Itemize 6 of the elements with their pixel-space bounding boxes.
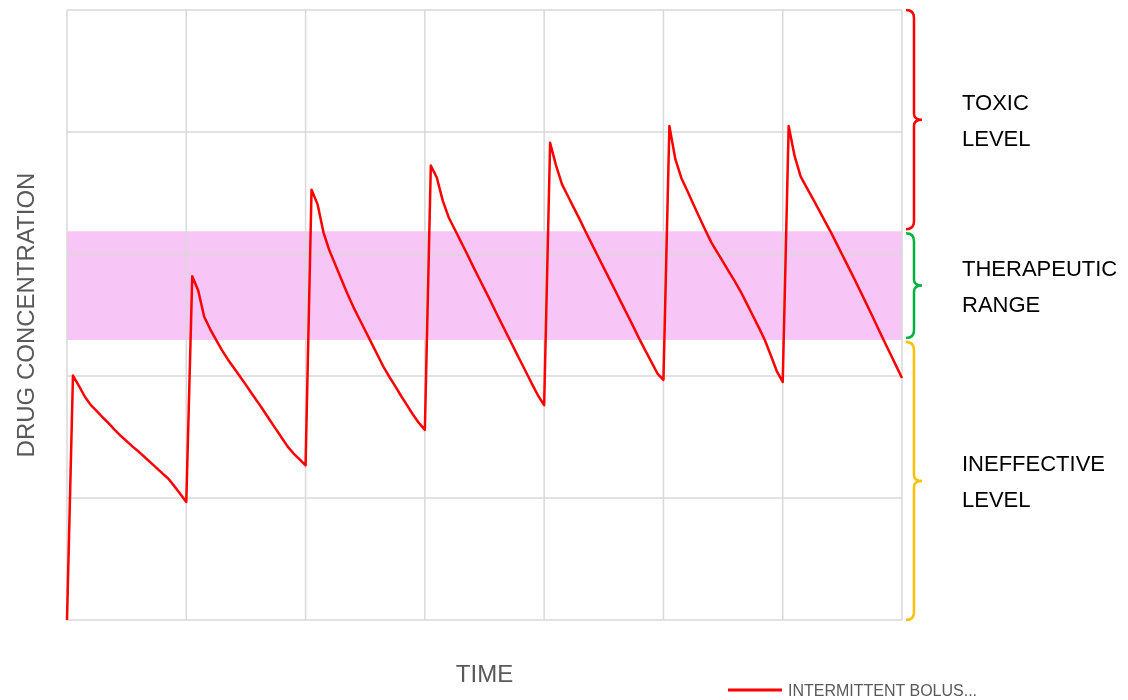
text: TOXIC LEVEL (962, 89, 1031, 151)
legend-label: INTERMITTENT BOLUS... (788, 682, 978, 699)
x-axis-title: TIME (455, 660, 514, 687)
text: THERAPEUTIC RANGE (962, 255, 1118, 317)
y-axis-title: DRUG CONCENTRATION (12, 172, 39, 458)
text: INEFFECTIVE LEVEL (962, 450, 1106, 512)
